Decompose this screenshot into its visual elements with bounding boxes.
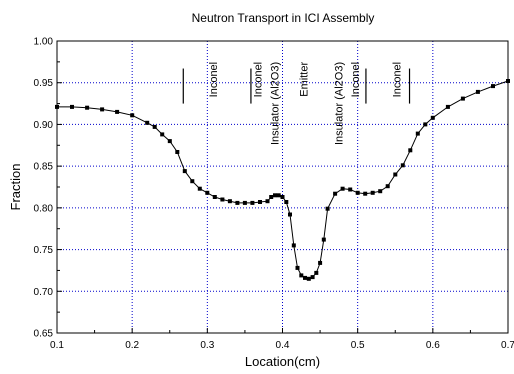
y-tick-label: 0.80 [34,203,54,214]
data-point [220,197,225,202]
data-point [415,131,420,136]
data-point [167,139,172,144]
data-point [385,184,390,189]
data-point [310,275,315,280]
y-tick-label: 0.90 [34,120,54,131]
data-point [400,163,405,168]
data-point [475,89,480,94]
x-axis-label: Location(cm) [245,354,320,369]
x-tick-label: 0.6 [426,340,440,351]
data-point [152,124,157,129]
data-point [212,195,217,199]
data-point [276,193,281,198]
region-label: Emitter [298,62,310,97]
data-point [130,113,135,118]
y-tick-label: 0.70 [34,287,54,298]
data-point [314,270,319,275]
data-series [55,79,510,281]
y-tick-label: 1.00 [34,37,54,48]
data-point [299,273,304,278]
data-point [295,265,300,270]
y-tick-label: 0.75 [34,245,54,256]
data-point [160,132,165,137]
x-tick-label: 0.1 [50,340,64,351]
series-line [57,80,509,280]
data-point [265,199,270,204]
data-point [258,200,262,204]
data-point [506,79,510,83]
data-point [269,195,274,199]
data-point [235,200,240,205]
data-point [491,84,495,89]
x-tick-label: 0.7 [501,340,514,351]
region-label: Inconel [350,62,362,97]
y-tick-label: 0.85 [34,162,54,173]
data-point [363,191,368,196]
data-point [175,150,180,154]
data-point [460,96,465,101]
grid-lines [57,41,508,333]
x-tick-label: 0.2 [125,340,139,351]
region-label: Insulator (Al2O3) [270,62,282,145]
x-tick-label: 0.4 [276,340,290,351]
data-point [250,200,255,205]
region-annotations: Inconel Inconel Insulator (Al2O3) Emitter In… [182,62,411,145]
data-point [318,260,323,265]
data-point [321,237,326,242]
data-point [197,186,202,191]
data-point [190,179,195,184]
data-point [348,187,353,192]
data-point [55,104,59,109]
data-point [182,169,187,174]
data-point [306,276,311,281]
y-axis-label: Fraction [8,164,23,211]
data-point [70,104,74,109]
data-point [355,190,360,195]
chart-title: Neutron Transport in ICI Assembly [192,11,375,25]
data-point [273,193,277,198]
y-tick-label: 0.65 [34,329,54,340]
x-axis: 0.1 0.2 0.3 0.4 0.5 0.6 0.7 [50,328,514,351]
data-point [325,206,330,211]
region-label: Insulator (Al2O3) [334,62,346,145]
data-point [100,107,105,112]
data-point [227,199,232,204]
data-point [333,191,338,196]
x-tick-label: 0.3 [200,340,214,351]
data-point [85,105,90,110]
data-point [288,212,292,217]
data-point [280,195,285,199]
region-label: Inconel [208,62,220,97]
data-point [445,104,450,109]
data-point [340,186,345,191]
data-point [430,115,435,120]
y-tick-label: 0.95 [34,78,54,89]
data-point [284,200,289,204]
data-point [115,109,120,114]
data-point [303,275,307,280]
data-point [145,120,150,125]
data-point [242,200,247,205]
y-axis: 0.65 0.70 0.75 0.80 0.85 0.90 0.95 1.00 [34,37,62,340]
data-point [370,190,375,195]
data-point [205,190,210,195]
data-point [408,148,413,153]
data-point [393,172,398,177]
data-point [423,122,428,127]
x-tick-label: 0.5 [351,340,365,351]
region-label: Inconel [392,62,404,97]
data-point [378,189,383,194]
region-label: Inconel [252,62,264,97]
data-point [291,243,296,248]
